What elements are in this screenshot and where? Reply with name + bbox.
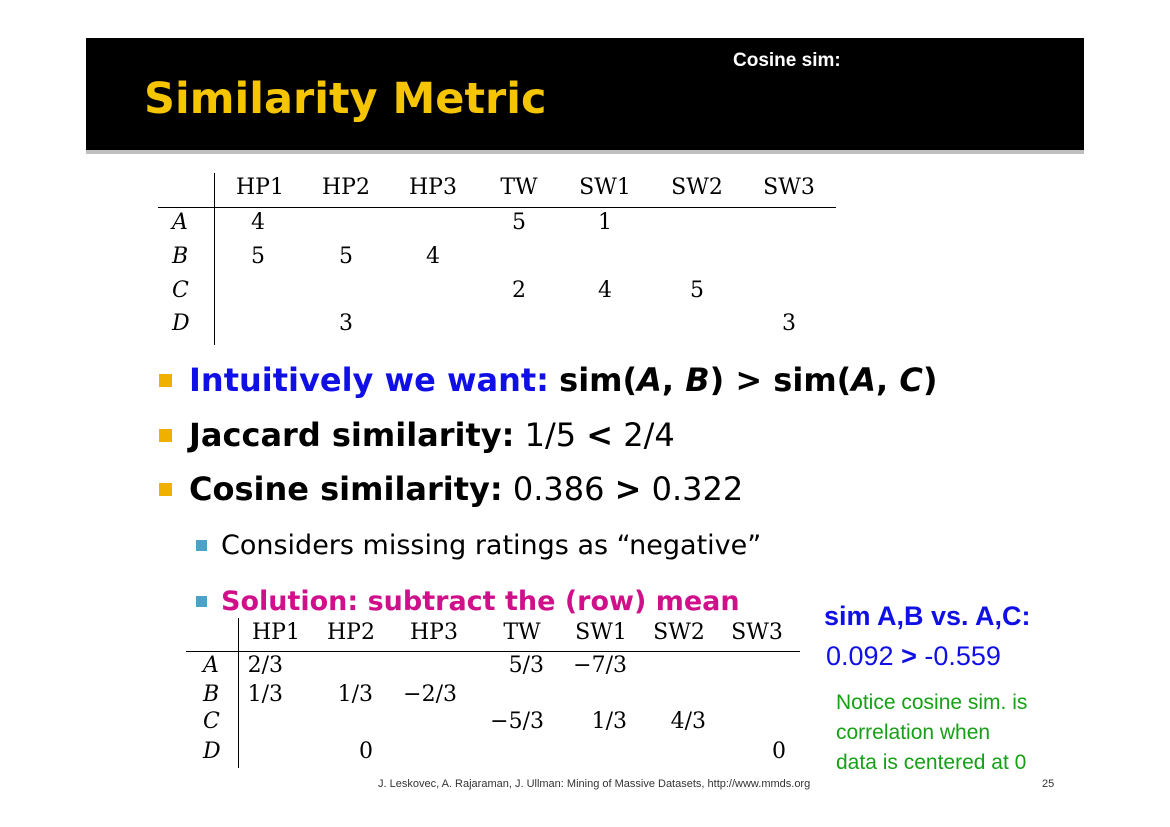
column-header: HP3 bbox=[409, 175, 457, 200]
bullet-text: Solution: subtract the (row) mean bbox=[221, 586, 740, 617]
column-header: SW1 bbox=[579, 175, 631, 200]
column-header: HP1 bbox=[252, 620, 300, 645]
expr-var: C bbox=[899, 361, 923, 399]
bullet-square-icon bbox=[159, 374, 172, 387]
table-cell: 5 bbox=[339, 244, 353, 269]
sim-comparison-values: 0.092 > -0.559 bbox=[826, 643, 1001, 670]
expr-part: , bbox=[876, 361, 900, 399]
column-header: TW bbox=[500, 175, 538, 200]
bullet-solution: Solution: subtract the (row) mean bbox=[196, 586, 740, 617]
column-header: TW bbox=[503, 620, 541, 645]
operator: < bbox=[586, 416, 614, 454]
table-cell: −5/3 bbox=[490, 709, 544, 734]
table-cell: 4 bbox=[426, 244, 440, 269]
column-header: SW2 bbox=[671, 175, 723, 200]
expr-part: , bbox=[661, 361, 686, 399]
row-label: B bbox=[203, 682, 220, 707]
table-cell: 3 bbox=[339, 311, 353, 336]
expr-part: ) bbox=[922, 361, 938, 399]
slide-title: Similarity Metric bbox=[144, 74, 547, 124]
row-label: A bbox=[203, 653, 219, 678]
table-cell: 5 bbox=[690, 278, 704, 303]
table-cell: 5 bbox=[512, 210, 526, 235]
sim-comparison-label: sim A,B vs. A,C: bbox=[824, 601, 1031, 631]
expr-var: B bbox=[685, 361, 710, 399]
table-cell: 3 bbox=[782, 311, 796, 336]
footer-citation: J. Leskovec, A. Rajaraman, J. Ullman: Mi… bbox=[378, 778, 811, 790]
table-cell: 0 bbox=[772, 739, 786, 764]
table-cell: −7/3 bbox=[573, 653, 627, 678]
table-divider bbox=[214, 173, 216, 345]
row-label: D bbox=[203, 739, 221, 764]
table-rule bbox=[158, 207, 836, 209]
table-cell: 2 bbox=[512, 278, 526, 303]
bullet-square-icon bbox=[159, 429, 172, 442]
bullet-text: Considers missing ratings as “negative” bbox=[221, 530, 762, 561]
value: 0.386 bbox=[502, 470, 615, 508]
notice-line: data is centered at 0 bbox=[836, 751, 1027, 774]
table-rule bbox=[186, 651, 800, 653]
column-header: HP2 bbox=[322, 175, 370, 200]
expr-part: sim( bbox=[559, 361, 638, 399]
sim-ac-value: -0.559 bbox=[916, 641, 1001, 671]
notice-line: Notice cosine sim. is bbox=[836, 691, 1028, 714]
bullet-lead: Cosine similarity: bbox=[189, 470, 503, 508]
table-cell: 1/3 bbox=[247, 682, 283, 707]
bullet-cosine: Cosine similarity: 0.386 > 0.322 bbox=[159, 470, 744, 508]
table-cell: 5/3 bbox=[508, 653, 544, 678]
header-note: Cosine sim: bbox=[733, 50, 841, 71]
sim-ab-value: 0.092 bbox=[826, 641, 902, 671]
bullet-lead: Jaccard similarity: bbox=[189, 416, 515, 454]
notice-line: correlation when bbox=[836, 721, 991, 744]
row-label: C bbox=[203, 709, 220, 734]
value: 2/4 bbox=[613, 416, 675, 454]
column-header: SW3 bbox=[763, 175, 815, 200]
row-label: C bbox=[172, 278, 189, 303]
expr-var: A bbox=[851, 361, 877, 399]
table-cell: 1/3 bbox=[337, 682, 373, 707]
header-bar bbox=[86, 38, 1084, 150]
table-cell: 1/3 bbox=[591, 709, 627, 734]
expr-var: A bbox=[637, 361, 662, 399]
bullet-jaccard: Jaccard similarity: 1/5 < 2/4 bbox=[159, 416, 675, 454]
bullet-square-icon bbox=[196, 540, 207, 551]
table-cell: 0 bbox=[359, 739, 373, 764]
table-cell: 2/3 bbox=[247, 653, 283, 678]
bullet-square-icon bbox=[159, 483, 172, 496]
table-cell: 4 bbox=[251, 210, 265, 235]
bullet-intuitively: Intuitively we want: sim(A, B) > sim(A, … bbox=[159, 361, 938, 399]
row-label: D bbox=[172, 311, 190, 336]
table-cell: 4 bbox=[598, 278, 612, 303]
expr-part: ) > sim( bbox=[709, 361, 852, 399]
row-label: B bbox=[172, 244, 189, 269]
value: 1/5 bbox=[514, 416, 587, 454]
bullet-considers: Considers missing ratings as “negative” bbox=[196, 530, 762, 561]
table-cell: 5 bbox=[251, 244, 265, 269]
bullet-square-icon bbox=[196, 596, 207, 607]
value: 0.322 bbox=[641, 470, 744, 508]
column-header: SW1 bbox=[575, 620, 627, 645]
table-cell: 4/3 bbox=[670, 709, 706, 734]
column-header: SW2 bbox=[653, 620, 705, 645]
column-header: HP3 bbox=[410, 620, 458, 645]
column-header: HP1 bbox=[236, 175, 284, 200]
column-header: SW3 bbox=[731, 620, 783, 645]
page-number: 25 bbox=[1042, 778, 1055, 790]
column-header: HP2 bbox=[327, 620, 375, 645]
header-rule bbox=[86, 150, 1084, 154]
row-label: A bbox=[172, 210, 188, 235]
table-divider bbox=[238, 618, 240, 768]
table-cell: −2/3 bbox=[403, 682, 457, 707]
operator: > bbox=[901, 641, 917, 671]
table-cell: 1 bbox=[598, 210, 612, 235]
operator: > bbox=[614, 470, 642, 508]
bullet-lead: Intuitively we want: bbox=[189, 361, 549, 399]
